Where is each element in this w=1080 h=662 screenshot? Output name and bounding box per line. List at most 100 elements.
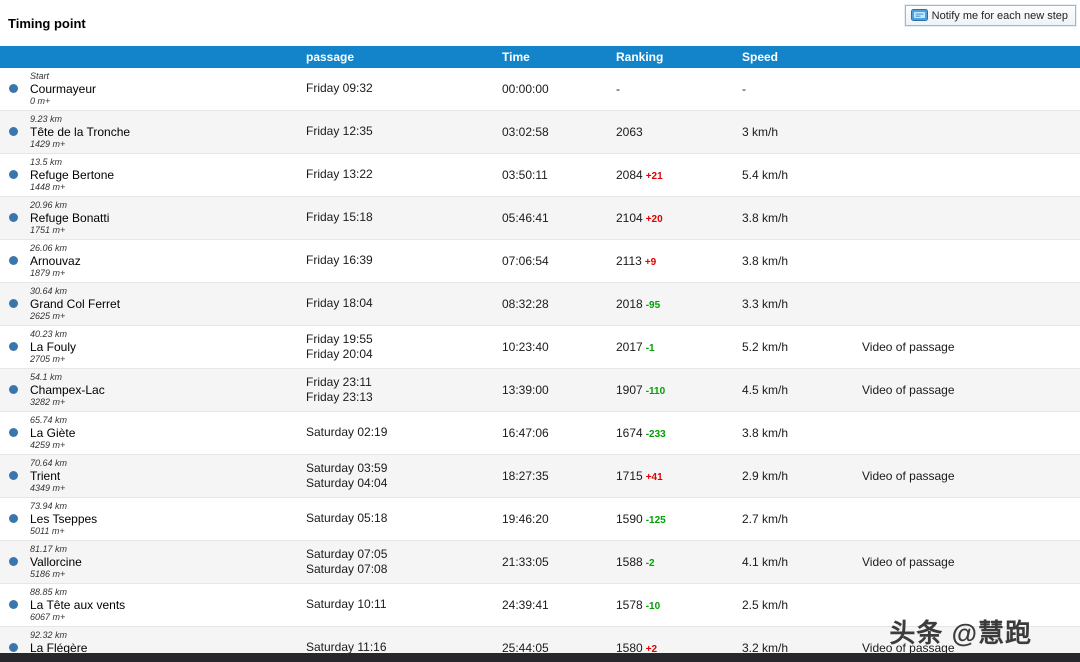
passage-time: Friday 13:22 — [306, 167, 373, 182]
timing-row: 40.23 km La Fouly 2705 m+ Friday 19:55 Frida… — [0, 325, 1080, 369]
ranking-delta: -110 — [645, 385, 666, 397]
distance-label: 54.1 km — [30, 371, 63, 382]
timing-point-dot-icon — [8, 600, 18, 610]
timing-row: 54.1 km Champex-Lac 3282 m+ Friday 23:11 Fri… — [0, 368, 1080, 412]
speed-cell: 3.8 km/h — [742, 253, 789, 268]
ranking-cell: 2084 +21 — [614, 165, 740, 185]
ranking-value: 2113 — [616, 253, 642, 268]
table-body: Start Courmayeur 0 m+ Friday 09:32 00:00:00-… — [0, 68, 1080, 662]
passage-cell: Saturday 03:59 Saturday 04:04 — [304, 458, 500, 494]
timing-dot-cell — [0, 468, 26, 483]
race-time-cell: 03:02:58 — [502, 124, 549, 139]
timing-dot-cell — [0, 554, 26, 569]
ranking-delta: +9 — [644, 256, 657, 268]
ranking-delta: +20 — [645, 213, 663, 225]
timing-row: 26.06 km Arnouvaz 1879 m+ Friday 16:39 07:06… — [0, 239, 1080, 283]
passage-time: Saturday 04:04 — [306, 475, 388, 490]
timing-row: 88.85 km La Tête aux vents 6067 m+ Saturday… — [0, 583, 1080, 627]
timing-point-cell: 40.23 km La Fouly 2705 m+ — [26, 326, 304, 368]
ranking-cell: 2063 — [614, 122, 740, 142]
elevation-label: 1429 m+ — [30, 139, 66, 150]
timing-point-dot-icon — [8, 643, 18, 653]
timing-dot-cell — [0, 339, 26, 354]
timing-dot-cell — [0, 167, 26, 182]
timing-dot-cell — [0, 511, 26, 526]
timing-row: 9.23 km Tête de la Tronche 1429 m+ Friday 1… — [0, 110, 1080, 154]
point-name: Grand Col Ferret — [30, 296, 121, 311]
ranking-cell: 1674 -233 — [614, 423, 740, 443]
speed-cell: 4.1 km/h — [742, 554, 789, 569]
ranking-value: 1674 — [616, 425, 643, 440]
passage-cell: Friday 23:11 Friday 23:13 — [304, 372, 500, 408]
passage-time: Friday 15:18 — [306, 210, 373, 225]
timing-dot-cell — [0, 81, 26, 96]
point-name: Champex-Lac — [30, 382, 105, 397]
race-time-cell: 21:33:05 — [502, 554, 549, 569]
ranking-delta: +2 — [645, 643, 658, 655]
passage-time: Friday 18:04 — [306, 296, 373, 311]
timing-point-dot-icon — [8, 84, 18, 94]
ranking-delta: +21 — [645, 170, 663, 182]
passage-cell: Friday 12:35 — [304, 121, 500, 142]
video-cell — [860, 258, 1080, 264]
distance-label: 13.5 km — [30, 156, 63, 167]
video-of-passage-link[interactable]: Video of passage — [862, 382, 955, 397]
video-cell — [860, 430, 1080, 436]
passage-cell: Saturday 07:05 Saturday 07:08 — [304, 544, 500, 580]
race-time-cell: 16:47:06 — [502, 425, 549, 440]
ranking-delta: -233 — [645, 428, 666, 440]
video-of-passage-link[interactable]: Video of passage — [862, 554, 955, 569]
timing-point-dot-icon — [8, 342, 18, 352]
passage-time: Friday 23:13 — [306, 389, 373, 404]
timing-row: 70.64 km Trient 4349 m+ Saturday 03:59 Satur… — [0, 454, 1080, 498]
point-name: Refuge Bonatti — [30, 210, 110, 225]
video-cell — [860, 129, 1080, 135]
ranking-delta: -10 — [645, 600, 661, 612]
notify-button[interactable]: Notify me for each new step — [903, 4, 1078, 27]
timing-dot-cell — [0, 640, 26, 655]
speed-cell: 4.5 km/h — [742, 382, 789, 397]
speed-cell: 3.8 km/h — [742, 425, 789, 440]
distance-label: 92.32 km — [30, 629, 68, 640]
race-time-cell: 18:27:35 — [502, 468, 549, 483]
timing-dot-cell — [0, 425, 26, 440]
passage-time: Saturday 02:19 — [306, 425, 388, 440]
timing-point-cell: 54.1 km Champex-Lac 3282 m+ — [26, 369, 304, 411]
speed-cell: 2.5 km/h — [742, 597, 789, 612]
ranking-cell: 1715 +41 — [614, 466, 740, 486]
timing-dot-cell — [0, 124, 26, 139]
distance-label: 73.94 km — [30, 500, 68, 511]
tv-icon — [910, 9, 928, 22]
ranking-cell: - — [614, 79, 740, 99]
ranking-value: 2084 — [616, 167, 643, 182]
race-time-cell: 24:39:41 — [502, 597, 549, 612]
video-cell: Video of passage — [860, 552, 1080, 572]
timing-table: passage Time Ranking Speed Start Courmaye… — [0, 46, 1080, 662]
elevation-label: 1448 m+ — [30, 182, 66, 193]
video-cell — [860, 215, 1080, 221]
elevation-label: 0 m+ — [30, 96, 51, 107]
video-cell: Video of passage — [860, 337, 1080, 357]
passage-time: Saturday 07:08 — [306, 561, 388, 576]
video-of-passage-link[interactable]: Video of passage — [862, 339, 955, 354]
race-time-cell: 10:23:40 — [502, 339, 549, 354]
timing-point-cell: 81.17 km Vallorcine 5186 m+ — [26, 541, 304, 583]
page-title: Timing point — [8, 16, 86, 31]
header-passage: passage — [306, 50, 355, 64]
video-of-passage-link[interactable]: Video of passage — [862, 640, 955, 655]
speed-cell: 2.7 km/h — [742, 511, 789, 526]
passage-time: Saturday 11:16 — [306, 640, 387, 655]
timing-point-dot-icon — [8, 256, 18, 266]
ranking-value: 1590 — [616, 511, 643, 526]
ranking-cell: 2017 -1 — [614, 337, 740, 357]
elevation-label: 1879 m+ — [30, 268, 66, 279]
table-header-row: passage Time Ranking Speed — [0, 46, 1080, 68]
ranking-cell: 1580 +2 — [614, 638, 740, 658]
video-of-passage-link[interactable]: Video of passage — [862, 468, 955, 483]
passage-time: Friday 19:55 — [306, 331, 373, 346]
distance-label: 65.74 km — [30, 414, 68, 425]
timing-point-dot-icon — [8, 557, 18, 567]
race-time-cell: 19:46:20 — [502, 511, 549, 526]
timing-dot-cell — [0, 253, 26, 268]
passage-time: Saturday 10:11 — [306, 597, 387, 612]
